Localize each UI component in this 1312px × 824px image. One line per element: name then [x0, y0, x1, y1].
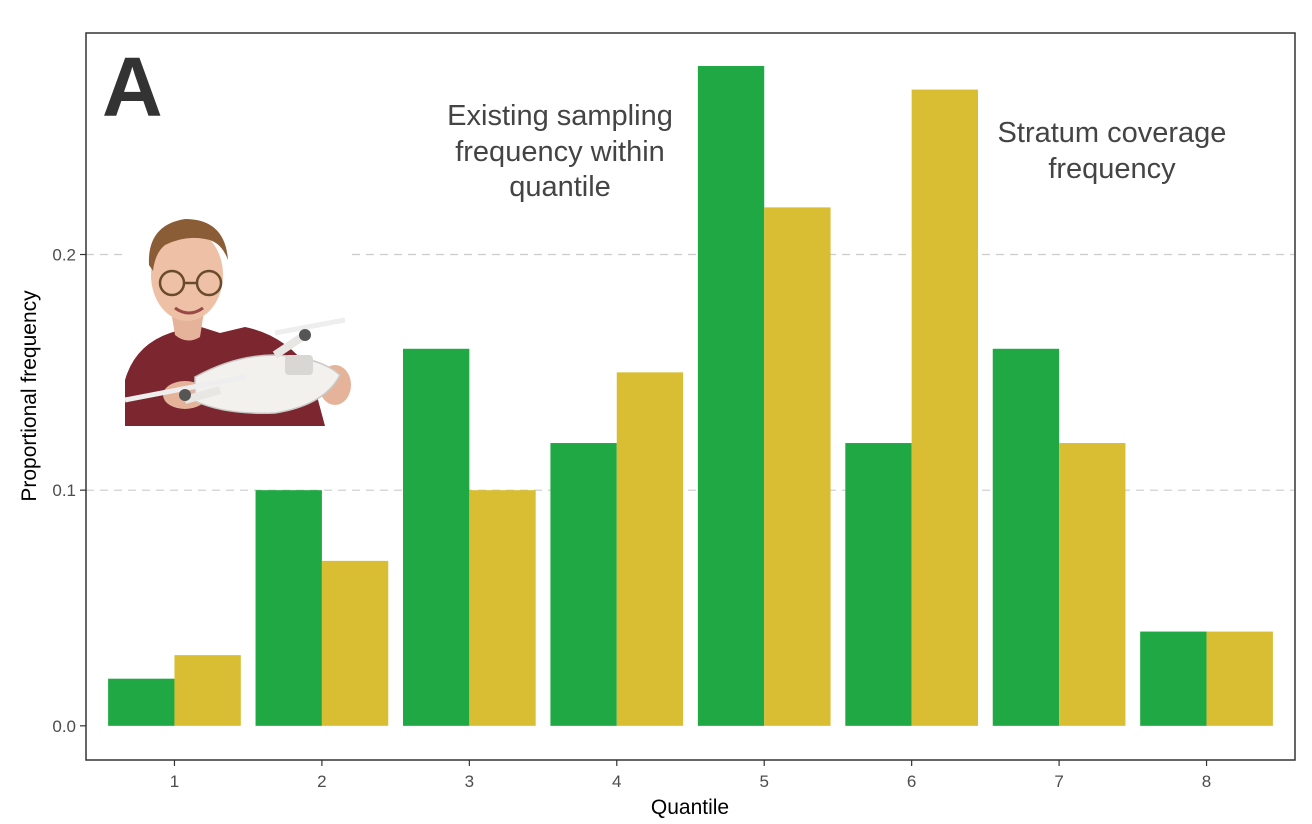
- annotation-existing-line-2-halo: frequency within: [455, 136, 665, 168]
- bar-existing-sampling-q8: [1140, 631, 1207, 726]
- x-tick-label: 3: [465, 772, 474, 791]
- x-tick-label: 7: [1054, 772, 1063, 791]
- x-tick-label: 2: [317, 772, 326, 791]
- y-tick-label: 0.2: [52, 246, 76, 265]
- bar-existing-sampling-q1: [108, 678, 175, 726]
- annotation-existing-sampling: Existing sampling frequency within quant…: [445, 98, 676, 206]
- annotation-existing-line-1: Existing sampling: [447, 100, 673, 132]
- bar-stratum-coverage-q1: [174, 655, 241, 726]
- x-tick-label: 8: [1202, 772, 1211, 791]
- x-tick-label: 4: [612, 772, 621, 791]
- y-axis-title: Proportional frequency: [18, 290, 41, 502]
- annotation-existing-line-2: frequency within: [455, 136, 665, 168]
- bar-stratum-coverage-q7: [1059, 443, 1126, 726]
- y-tick-label: 0.1: [52, 481, 76, 500]
- bar-stratum-coverage-q4: [616, 372, 684, 726]
- axes: 0.0 0.1 0.2 1 2 3 4 5 6 7 8: [52, 246, 1211, 791]
- annotation-stratum-line-2-halo: frequency: [1048, 153, 1176, 185]
- annotation-existing-line-3: quantile: [509, 171, 611, 203]
- panel-border: [85, 32, 1296, 761]
- annotation-existing-line-3-halo: quantile: [509, 171, 611, 203]
- annotation-existing-line-1-halo: Existing sampling: [447, 100, 673, 132]
- bars: [108, 65, 1273, 726]
- x-tick-label: 1: [170, 772, 179, 791]
- bar-existing-sampling-q6: [845, 443, 912, 726]
- bar-existing-sampling-q5: [697, 65, 765, 726]
- bar-existing-sampling-q2: [255, 490, 322, 726]
- bar-existing-sampling-q3: [402, 348, 470, 726]
- bar-stratum-coverage-q6: [911, 89, 979, 726]
- x-tick-label: 5: [759, 772, 768, 791]
- annotation-stratum-coverage: Stratum coverage frequency Stratum cover…: [995, 115, 1229, 188]
- x-tick-label: 6: [907, 772, 916, 791]
- person-with-drone-photo: [124, 205, 351, 426]
- y-tick-label: 0.0: [52, 717, 76, 736]
- bar-stratum-coverage-q3: [469, 490, 536, 726]
- x-axis-title: Quantile: [651, 796, 729, 819]
- panel-label: A: [102, 40, 163, 134]
- annotation-stratum-line-1: Stratum coverage: [998, 117, 1227, 149]
- annotation-stratum-line-2: frequency: [1048, 153, 1176, 185]
- bar-existing-sampling-q7: [992, 348, 1060, 726]
- bar-existing-sampling-q4: [550, 443, 617, 726]
- bar-stratum-coverage-q5: [764, 207, 831, 726]
- bar-stratum-coverage-q8: [1206, 631, 1273, 726]
- bar-stratum-coverage-q2: [321, 560, 389, 726]
- annotation-stratum-line-1-halo: Stratum coverage: [998, 117, 1227, 149]
